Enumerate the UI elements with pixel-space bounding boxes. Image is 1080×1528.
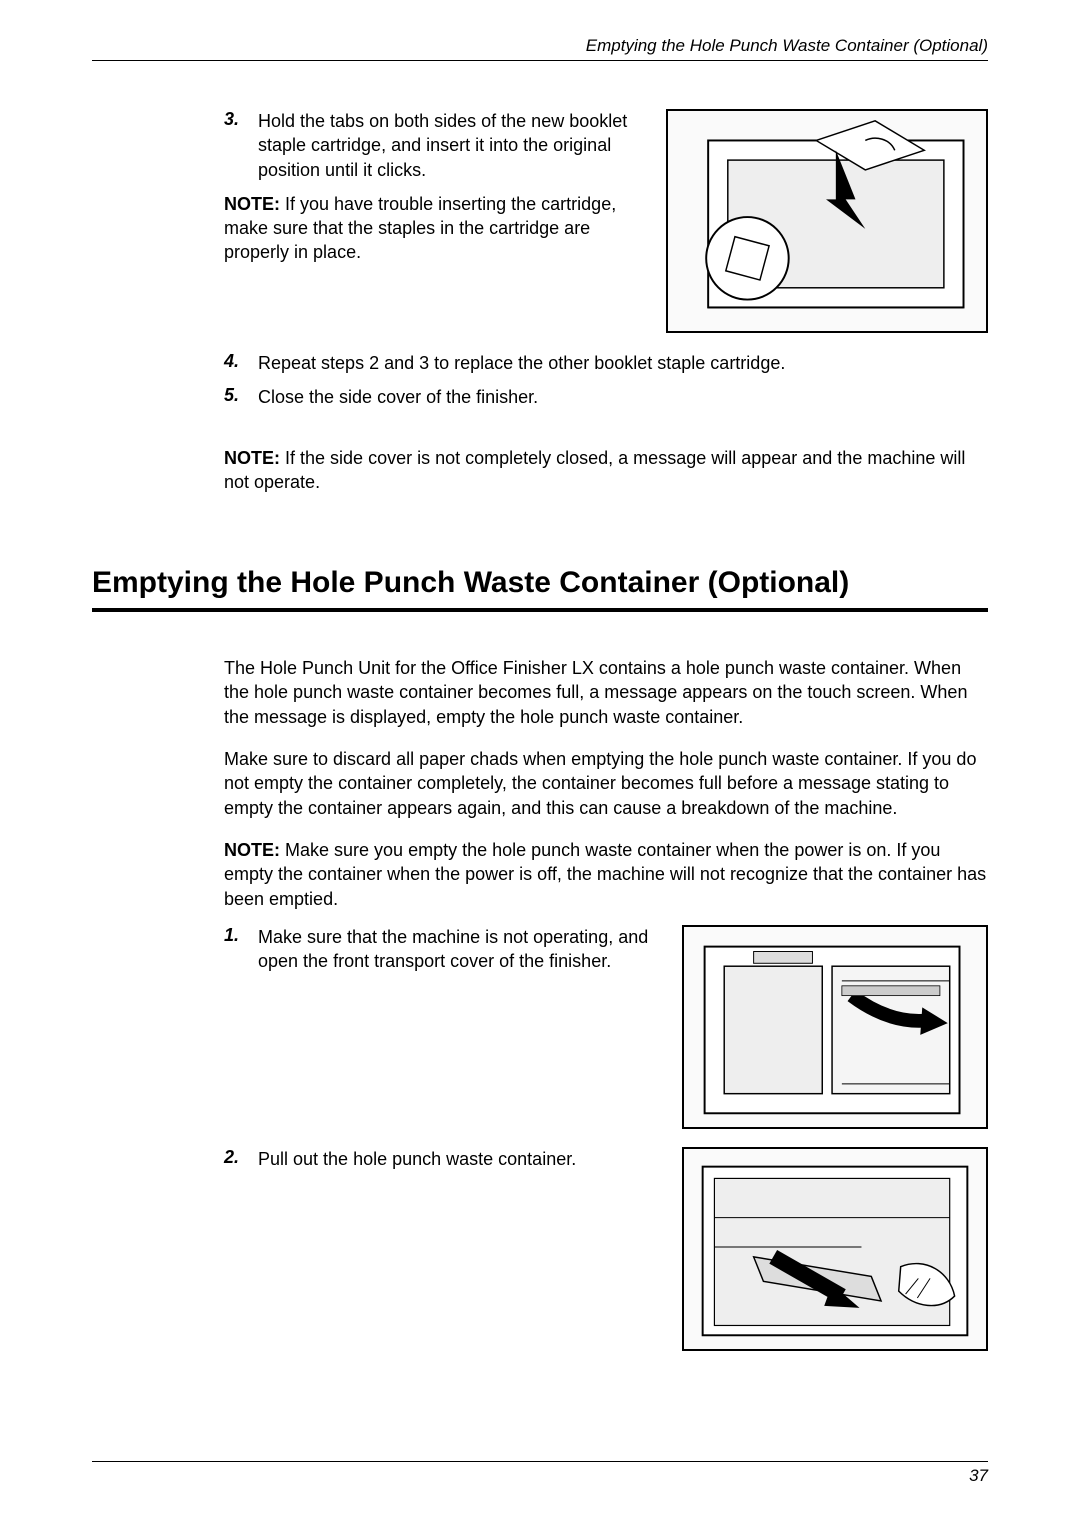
step-number: 4. <box>224 351 252 372</box>
section-step-1-text-side: 1. Make sure that the machine is not ope… <box>224 925 658 984</box>
figure-pull-waste-container <box>682 1147 988 1351</box>
running-header: Emptying the Hole Punch Waste Container … <box>92 36 988 61</box>
step-number: 2. <box>224 1147 252 1168</box>
note-label: NOTE: <box>224 840 280 860</box>
page-number: 37 <box>969 1466 988 1485</box>
step-3-row: 3. Hold the tabs on both sides of the ne… <box>224 109 988 333</box>
section-step-1-row: 1. Make sure that the machine is not ope… <box>224 925 988 1129</box>
note-text: If the side cover is not completely clos… <box>224 448 965 492</box>
note-label: NOTE: <box>224 194 280 214</box>
note-label: NOTE: <box>224 448 280 468</box>
step-5: 5. Close the side cover of the finisher. <box>224 385 988 409</box>
step-number: 5. <box>224 385 252 406</box>
step-number: 1. <box>224 925 252 946</box>
intro-paragraph-2: Make sure to discard all paper chads whe… <box>224 747 988 820</box>
step-3: 3. Hold the tabs on both sides of the ne… <box>224 109 642 182</box>
page-footer: 37 <box>92 1461 988 1486</box>
step-text: Make sure that the machine is not operat… <box>258 925 658 974</box>
step-text: Pull out the hole punch waste container. <box>258 1147 576 1171</box>
figure-insert-cartridge <box>666 109 988 333</box>
step-text: Repeat steps 2 and 3 to replace the othe… <box>258 351 785 375</box>
note-text: If you have trouble inserting the cartri… <box>224 194 616 263</box>
section-heading: Emptying the Hole Punch Waste Container … <box>92 566 988 600</box>
intro-paragraph-1: The Hole Punch Unit for the Office Finis… <box>224 656 988 729</box>
content-column: 3. Hold the tabs on both sides of the ne… <box>224 109 988 494</box>
section-step-2: 2. Pull out the hole punch waste contain… <box>224 1147 658 1171</box>
section-content-column: The Hole Punch Unit for the Office Finis… <box>224 656 988 1351</box>
printer-open-cover-illustration <box>684 927 986 1127</box>
step-3-text-side: 3. Hold the tabs on both sides of the ne… <box>224 109 642 275</box>
step-text: Hold the tabs on both sides of the new b… <box>258 109 642 182</box>
note-text: Make sure you empty the hole punch waste… <box>224 840 986 909</box>
section-step-2-row: 2. Pull out the hole punch waste contain… <box>224 1147 988 1351</box>
heading-rule <box>92 608 988 612</box>
section-step-1: 1. Make sure that the machine is not ope… <box>224 925 658 974</box>
step-4: 4. Repeat steps 2 and 3 to replace the o… <box>224 351 988 375</box>
figure-open-front-cover <box>682 925 988 1129</box>
note-after-step-5: NOTE: If the side cover is not completel… <box>224 446 988 495</box>
section-note: NOTE: Make sure you empty the hole punch… <box>224 838 988 911</box>
printer-pull-container-illustration <box>684 1149 986 1349</box>
section-step-2-text-side: 2. Pull out the hole punch waste contain… <box>224 1147 658 1181</box>
step-text: Close the side cover of the finisher. <box>258 385 538 409</box>
note-after-step-3: NOTE: If you have trouble inserting the … <box>224 192 642 265</box>
step-number: 3. <box>224 109 252 130</box>
running-title-text: Emptying the Hole Punch Waste Container … <box>586 36 988 55</box>
printer-cartridge-illustration <box>668 111 986 331</box>
